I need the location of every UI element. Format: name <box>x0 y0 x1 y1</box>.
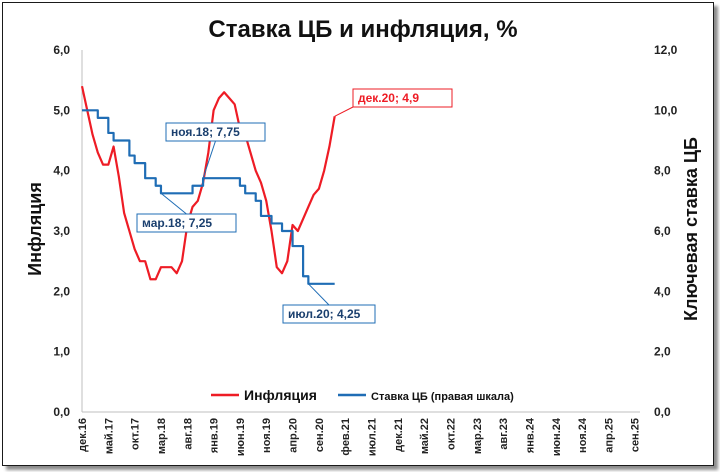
y-tick-label-right: 4,0 <box>654 284 671 298</box>
x-tick-label: дек.16 <box>77 418 89 452</box>
x-tick-label: ноя.19 <box>261 418 273 453</box>
y-tick-label-right: 6,0 <box>654 224 671 238</box>
data-label-leader <box>160 192 187 215</box>
data-label-text: дек.20; 4,9 <box>358 91 419 105</box>
y-axis-ticks-left: 0,0 1,0 2,0 3,0 4,0 5,0 6,0 <box>53 43 70 419</box>
y-tick-label-left: 6,0 <box>53 43 70 57</box>
x-tick-label: июн.24 <box>551 417 563 456</box>
series-line-key-rate <box>82 109 335 285</box>
data-label-leader <box>308 283 330 306</box>
y-axis-label-left: Инфляция <box>25 182 45 276</box>
y-tick-label-right: 0,0 <box>654 405 671 419</box>
chart-title: Ставка ЦБ и инфляция, % <box>208 16 517 43</box>
x-tick-label: янв.19 <box>209 418 221 453</box>
y-axis-label-right: Ключевая ставка ЦБ <box>681 137 701 321</box>
y-tick-label-right: 2,0 <box>654 345 671 359</box>
x-tick-label: авг.18 <box>182 418 194 450</box>
x-tick-label: янв.24 <box>524 417 536 453</box>
y-tick-label-left: 0,0 <box>53 405 70 419</box>
x-tick-label: фев.21 <box>340 418 352 456</box>
chart-frame: Ставка ЦБ и инфляция, % Инфляция Ключева… <box>2 2 714 466</box>
x-tick-label: июл.21 <box>367 418 379 456</box>
x-tick-label: июн.19 <box>235 418 247 456</box>
data-label-text: ноя.18; 7,75 <box>171 125 240 139</box>
x-tick-label: мар.23 <box>472 418 484 454</box>
y-tick-label-right: 8,0 <box>654 164 671 178</box>
y-tick-label-left: 2,0 <box>53 284 70 298</box>
data-label-box <box>165 122 266 142</box>
x-axis-ticks: дек.16 май.17 окт.17 мар.18 авг.18 янв.19 июн.… <box>77 417 642 456</box>
y-tick-label-left: 1,0 <box>53 345 70 359</box>
y-tick-label-left: 5,0 <box>53 103 70 117</box>
y-axis-ticks-right: 0,0 2,0 4,0 6,0 8,0 10,0 12,0 <box>654 43 678 419</box>
x-tick-label: мар.18 <box>156 418 168 454</box>
data-label: июл.20; 4,25 <box>282 283 376 324</box>
data-label: ноя.18; 7,75 <box>165 122 266 179</box>
x-tick-label: сен.25 <box>630 418 642 452</box>
data-label: мар.18; 7,25 <box>136 192 237 233</box>
data-label-text: мар.18; 7,25 <box>142 216 212 230</box>
data-label: дек.20; 4,9 <box>334 88 453 117</box>
legend: Инфляция Ставка ЦБ (правая шкала) <box>211 387 514 403</box>
data-label-box <box>352 88 453 108</box>
legend-label-inflation: Инфляция <box>244 387 317 403</box>
data-label-leader <box>334 106 354 117</box>
y-tick-label-left: 4,0 <box>53 164 70 178</box>
x-tick-label: дек.21 <box>393 418 405 452</box>
x-tick-label: авг.23 <box>498 418 510 450</box>
x-tick-label: апр.25 <box>603 418 615 453</box>
series-layer <box>80 85 336 285</box>
x-tick-label: ноя.24 <box>577 417 589 453</box>
x-tick-label: май.22 <box>419 418 431 454</box>
annotation-layer: дек.20; 4,9 ноя.18; 7,75 мар.18; 7,25 июл.2… <box>136 88 453 324</box>
legend-label-key-rate: Ставка ЦБ (правая шкала) <box>371 391 514 403</box>
data-label-box <box>136 213 237 233</box>
x-tick-label: окт.22 <box>445 418 457 450</box>
data-label-box <box>282 304 376 324</box>
data-label-leader <box>202 140 216 179</box>
x-tick-label: сен.20 <box>314 418 326 452</box>
x-tick-label: май.17 <box>103 418 115 454</box>
y-tick-label-right: 10,0 <box>654 103 678 117</box>
y-tick-label-left: 3,0 <box>53 224 70 238</box>
series-line-inflation <box>80 85 336 281</box>
x-tick-label: апр.20 <box>288 418 300 453</box>
x-tick-label: окт.17 <box>130 418 142 450</box>
chart: Ставка ЦБ и инфляция, % Инфляция Ключева… <box>25 16 701 456</box>
y-tick-label-right: 12,0 <box>654 43 678 57</box>
data-label-text: июл.20; 4,25 <box>288 307 361 321</box>
